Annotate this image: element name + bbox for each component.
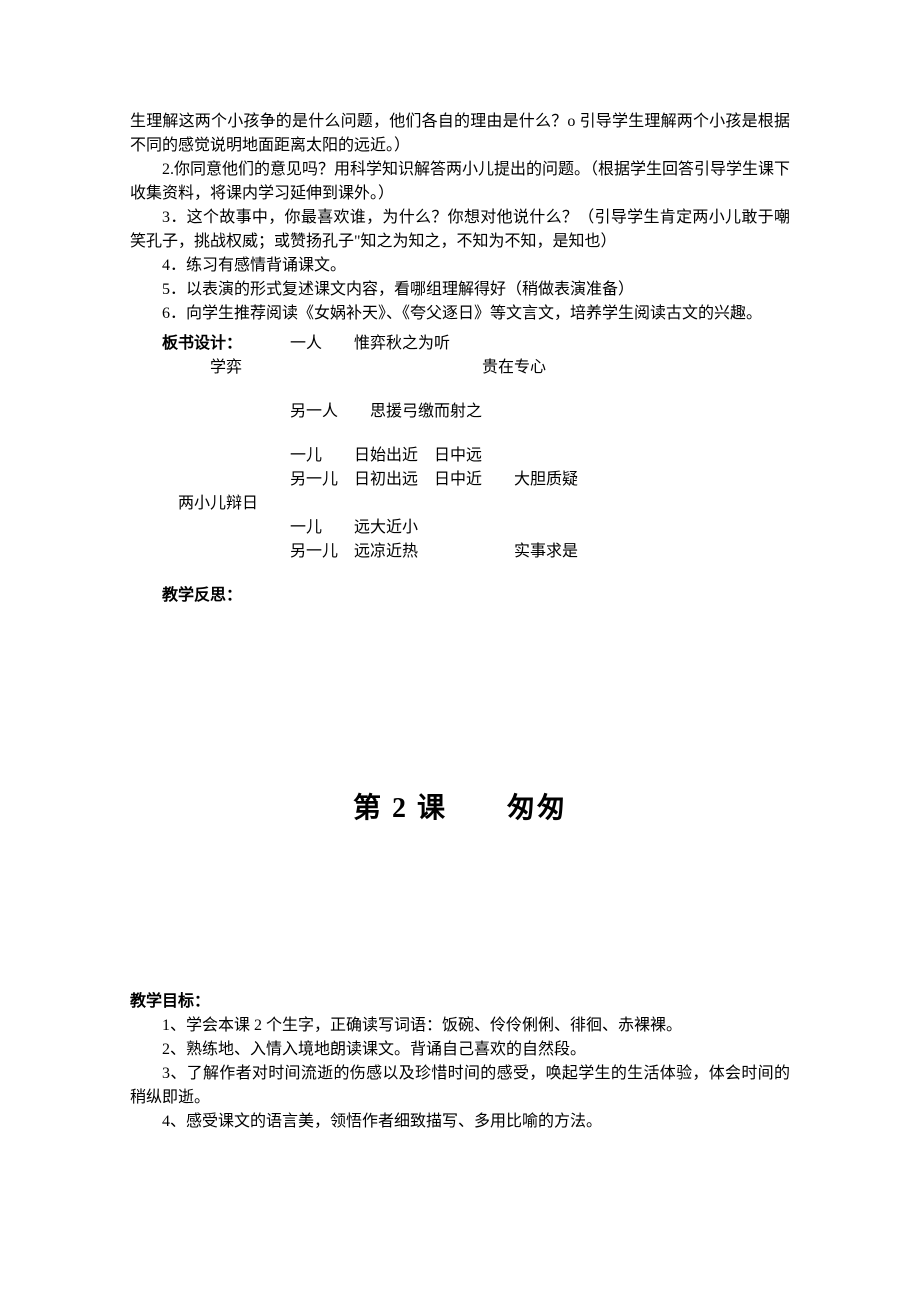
- board-r1-b: 惟弈秋之为听: [354, 332, 450, 356]
- board-r4-b: 日始出近: [354, 444, 434, 468]
- objective-1: 1、学会本课 2 个生字，正确读写词语：饭碗、伶伶俐俐、徘徊、赤裸裸。: [130, 1014, 790, 1038]
- board-design-block: 板书设计： 一人 惟弈秋之为听 学弈 贵在专心 另一人 思援弓缴而射之 一儿 日…: [130, 332, 790, 564]
- document-page: 生理解这两个小孩争的是什么问题，他们各自的理由是什么？o 引导学生理解两个小孩是…: [0, 0, 920, 1302]
- board-design-label: 板书设计：: [162, 332, 242, 356]
- paragraph-6: 6．向学生推荐阅读《女娲补天》、《夸父逐日》等文言文，培养学生阅读古文的兴趣。: [130, 302, 790, 326]
- board-r7-a: 一儿: [290, 516, 354, 540]
- paragraph-1: 生理解这两个小孩争的是什么问题，他们各自的理由是什么？o 引导学生理解两个小孩是…: [130, 110, 790, 158]
- objective-3: 3、了解作者对时间流逝的伤感以及珍惜时间的感受，唤起学生的生活体验，体会时间的稍…: [130, 1062, 790, 1110]
- teaching-reflection-label: 教学反思：: [130, 584, 790, 608]
- board-row-5: 另一儿 日初出远 日中近 大胆质疑: [130, 468, 790, 492]
- board-r5-b: 日初出远: [354, 468, 434, 492]
- board-r8-a: 另一儿: [290, 540, 354, 564]
- board-r5-d: 大胆质疑: [514, 468, 578, 492]
- board-r3-b: 思援弓缴而射之: [370, 400, 482, 424]
- board-r3-a: 另一人: [290, 400, 338, 424]
- objective-4: 4、感受课文的语言美，领悟作者细致描写、多用比喻的方法。: [130, 1110, 790, 1134]
- board-row-6: 两小儿辩日: [130, 492, 790, 516]
- paragraph-3: 3．这个故事中，你最喜欢谁，为什么？你想对他说什么？（引导学生肯定两小儿敢于嘲笑…: [130, 206, 790, 254]
- board-r2-a: 学弈: [210, 356, 242, 380]
- board-row-8: 另一儿 远凉近热 实事求是: [130, 540, 790, 564]
- teaching-objectives-label: 教学目标：: [130, 990, 790, 1014]
- objective-2: 2、熟练地、入情入境地朗读课文。背诵自己喜欢的自然段。: [130, 1038, 790, 1062]
- board-r5-a: 另一儿: [290, 468, 354, 492]
- paragraph-4: 4．练习有感情背诵课文。: [130, 254, 790, 278]
- board-r1-a: 一人: [290, 332, 322, 356]
- board-row-7: 一儿 远大近小: [130, 516, 790, 540]
- board-r5-c: 日中近: [434, 468, 514, 492]
- board-row-4: 一儿 日始出近 日中远: [130, 444, 790, 468]
- board-r4-c: 日中远: [434, 444, 482, 468]
- board-row-1: 板书设计： 一人 惟弈秋之为听: [130, 332, 790, 356]
- board-r4-a: 一儿: [290, 444, 354, 468]
- lesson-2-title: 第 2 课 匆匆: [130, 788, 790, 830]
- board-r7-b: 远大近小: [354, 516, 418, 540]
- board-r8-c: 实事求是: [514, 540, 578, 564]
- board-row-3: 另一人 思援弓缴而射之: [130, 400, 790, 424]
- board-row-2: 学弈 贵在专心: [130, 356, 790, 380]
- paragraph-2: 2.你同意他们的意见吗？用科学知识解答两小儿提出的问题。（根据学生回答引导学生课…: [130, 158, 790, 206]
- paragraph-5: 5．以表演的形式复述课文内容，看哪组理解得好（稍做表演准备）: [130, 278, 790, 302]
- board-r8-b: 远凉近热: [354, 540, 514, 564]
- board-r2-b: 贵在专心: [482, 356, 546, 380]
- board-r6-a: 两小儿辩日: [178, 492, 258, 516]
